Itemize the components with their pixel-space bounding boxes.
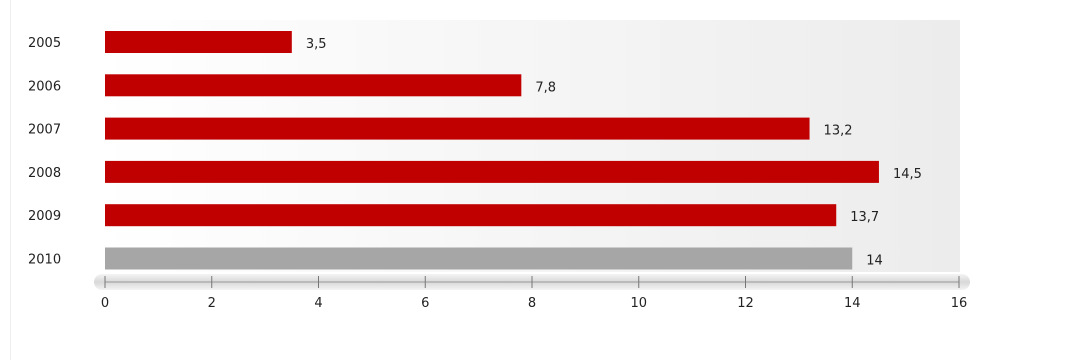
y-label-2006: 2006 <box>28 79 61 94</box>
bars-group <box>105 31 879 270</box>
x-axis-ticks: 0 2 4 6 8 10 12 14 16 <box>101 276 967 311</box>
y-label-2010: 2010 <box>28 253 61 268</box>
bar-2005 <box>105 31 292 53</box>
value-label-2007: 13,2 <box>824 124 853 139</box>
value-label-2010: 14 <box>866 254 883 269</box>
x-tick-label-8: 8 <box>528 296 536 311</box>
y-axis-labels: 2005 2006 2007 2008 2009 2010 <box>28 36 61 268</box>
y-label-2007: 2007 <box>28 123 61 138</box>
x-tick-label-4: 4 <box>314 296 322 311</box>
value-label-2008: 14,5 <box>893 167 922 182</box>
plot-area <box>99 20 960 272</box>
value-labels: 3,5 7,8 13,2 14,5 13,7 14 <box>306 37 922 269</box>
bar-2010 <box>105 247 853 270</box>
x-tick-label-10: 10 <box>630 296 647 311</box>
bar-2009 <box>105 204 837 227</box>
left-divider <box>10 0 11 360</box>
x-tick-label-0: 0 <box>101 296 109 311</box>
bar-2007 <box>105 117 810 140</box>
value-label-2006: 7,8 <box>535 80 556 95</box>
x-tick-label-14: 14 <box>844 296 861 311</box>
x-tick-label-12: 12 <box>737 296 754 311</box>
y-label-2005: 2005 <box>28 36 61 51</box>
bar-2008 <box>105 160 879 183</box>
value-label-2005: 3,5 <box>306 37 327 52</box>
value-label-2009: 13,7 <box>850 210 879 225</box>
bar-2006 <box>105 74 522 97</box>
x-tick-label-16: 16 <box>951 296 968 311</box>
y-label-2008: 2008 <box>28 166 61 181</box>
x-tick-label-2: 2 <box>208 296 216 311</box>
y-label-2009: 2009 <box>28 209 61 224</box>
x-tick-label-6: 6 <box>421 296 429 311</box>
